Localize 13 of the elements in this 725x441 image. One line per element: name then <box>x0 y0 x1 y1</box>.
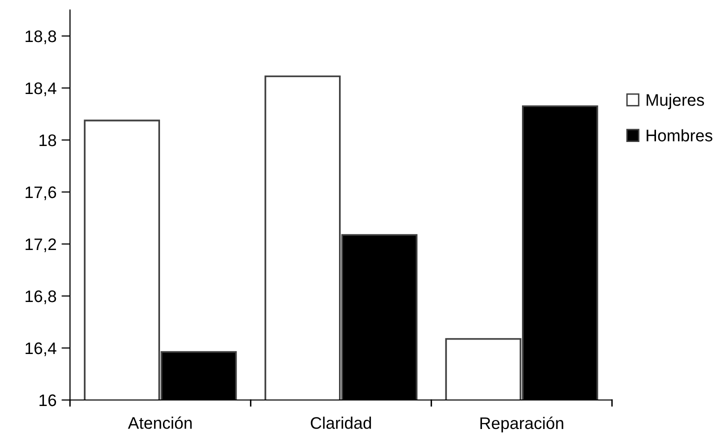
y-tick-label: 16 <box>40 394 56 406</box>
y-tick-label: 18 <box>40 134 56 146</box>
y-tick-label: 18,4 <box>26 82 56 96</box>
y-tick-label: 16,8 <box>26 290 56 304</box>
y-tick-label: 16,4 <box>26 342 56 356</box>
legend-label: Mujeres <box>646 94 704 110</box>
y-tick-label: 18,8 <box>26 30 56 44</box>
legend-label: Hombres <box>646 129 712 142</box>
x-tick-label: Claridad <box>310 416 371 429</box>
y-tick-label: 17,6 <box>26 186 56 200</box>
x-tick-label: Reparación <box>480 416 564 432</box>
x-tick-label: Atención <box>128 416 192 429</box>
y-tick-label: 17,2 <box>26 238 56 252</box>
